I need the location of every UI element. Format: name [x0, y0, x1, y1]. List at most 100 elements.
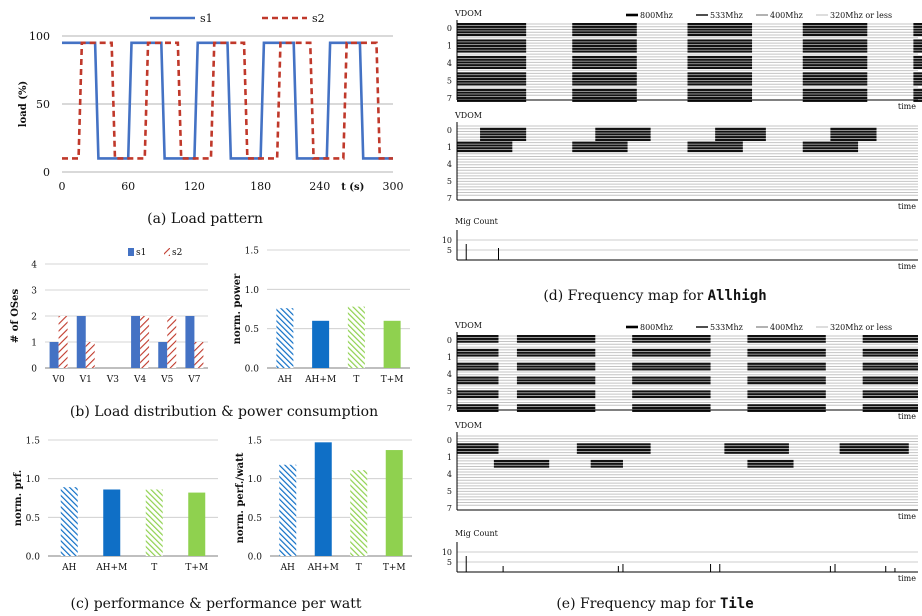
vdom-row-label: 4	[447, 370, 452, 379]
vdom-row-label: 4	[447, 470, 452, 479]
vdom-row-label: 0	[447, 126, 452, 135]
vdom-row-label: 7	[447, 194, 452, 203]
y-axis-label: norm. prf.	[13, 470, 24, 526]
fm-active-block	[457, 99, 527, 102]
x-tick-label: V5	[160, 375, 173, 385]
fm-active-block	[913, 47, 922, 50]
y-tick-label: 1.5	[245, 247, 260, 257]
bar-AH	[60, 487, 78, 556]
vdom-row-label: 0	[447, 24, 452, 33]
fm-active-block	[724, 451, 789, 454]
x-tick-label: AH+M	[95, 563, 127, 573]
fm-active-block	[747, 404, 826, 407]
fm-active-block	[913, 33, 922, 37]
fm-active-block	[913, 42, 922, 45]
fm-active-block	[913, 50, 922, 53]
fm-active-block	[457, 390, 499, 393]
fm-active-block	[687, 31, 753, 34]
mig-count-label: Mig Count	[455, 217, 499, 226]
fm-active-block	[913, 83, 922, 86]
fm-active-block	[457, 144, 513, 147]
fm-active-block	[457, 409, 499, 412]
vdom-label: VDOM	[454, 9, 482, 18]
fm-active-block	[913, 94, 922, 97]
fm-active-block	[572, 147, 628, 150]
fm-active-block	[687, 99, 753, 102]
legend-label-s2: s2	[172, 248, 182, 258]
fm-active-block	[862, 409, 918, 412]
fm-active-block	[747, 368, 826, 371]
load-pattern-chart: 0 50 100 0 60 120 180 240 300 t (s) load (%) s1 s2	[18, 12, 404, 193]
fm-active-block	[457, 337, 499, 340]
fm-active-block	[724, 448, 789, 452]
fm-active-block	[862, 393, 918, 396]
x-axis-label: t (s)	[341, 182, 364, 193]
vdom-row-label: 1	[447, 42, 452, 51]
fm-active-block	[457, 44, 527, 48]
fm-active-block	[457, 393, 499, 396]
fm-active-block	[457, 404, 499, 407]
fm-active-block	[632, 404, 711, 407]
fm-active-block	[572, 44, 637, 48]
fm-active-block	[802, 91, 868, 94]
fm-active-block	[802, 147, 859, 150]
norm-perf-chart: 0.0 0.5 1.0 1.5 norm. prf. AH AH+M T T+M	[13, 437, 218, 573]
fm-active-block	[457, 141, 513, 144]
fm-active-block	[572, 31, 637, 34]
fm-active-block	[747, 351, 826, 354]
bar-s1-V5	[158, 342, 168, 368]
fm-active-block	[802, 58, 868, 61]
fm-active-block	[913, 44, 922, 48]
fm-active-block	[572, 77, 637, 81]
mig-tick-label: 5	[447, 558, 452, 567]
fm-active-block	[747, 354, 826, 357]
fm-legend-label: 320Mhz or less	[830, 11, 892, 20]
fm-active-block	[802, 66, 868, 70]
fm-active-block	[457, 368, 499, 371]
fm-active-block	[687, 75, 753, 78]
fm-active-block	[572, 88, 637, 91]
fm-active-block	[802, 31, 868, 34]
fm-active-block	[747, 459, 794, 463]
fm-active-block	[457, 448, 499, 452]
fm-active-block	[572, 83, 637, 86]
fm-active-block	[516, 348, 596, 352]
legend-swatch-s2	[164, 248, 170, 256]
mig-tick-label: 10	[442, 236, 452, 245]
fm-legend-label: 400Mhz	[770, 11, 803, 20]
bar-s1-V0	[49, 342, 59, 368]
fm-active-block	[457, 75, 527, 78]
fm-active-block	[747, 409, 826, 412]
fm-active-block	[457, 376, 499, 379]
fm-legend-label: 533Mhz	[710, 323, 743, 332]
caption-c: (c) performance & performance per watt	[70, 596, 361, 612]
fm-active-block	[632, 393, 711, 396]
fm-active-block	[913, 88, 922, 91]
legend-label-s1: s1	[136, 248, 146, 258]
fm-active-block	[715, 133, 766, 136]
fm-active-block	[802, 55, 868, 59]
y-axis-label: norm. power	[232, 273, 243, 344]
x-tick-label: 60	[121, 180, 135, 193]
fm-active-block	[572, 80, 637, 83]
fm-active-block	[862, 404, 918, 407]
fm-active-block	[802, 80, 868, 83]
fm-active-block	[516, 382, 596, 385]
fm-active-block	[457, 88, 527, 91]
y-tick-label: 1.5	[26, 437, 41, 447]
fm-active-block	[457, 348, 499, 352]
fm-active-block	[595, 127, 651, 130]
fm-active-block	[632, 407, 711, 410]
y-tick-label: 0.0	[245, 365, 260, 375]
fm-active-block	[516, 395, 596, 399]
fm-active-block	[493, 459, 550, 463]
fm-active-block	[913, 55, 922, 59]
y-tick-label: 4	[31, 261, 37, 271]
fm-active-block	[457, 365, 499, 368]
fm-active-block	[913, 39, 922, 42]
y-tick-label: 0.5	[26, 514, 41, 524]
fm-active-block	[572, 39, 637, 42]
fm-active-block	[802, 25, 868, 28]
x-tick-label: T	[353, 375, 359, 385]
